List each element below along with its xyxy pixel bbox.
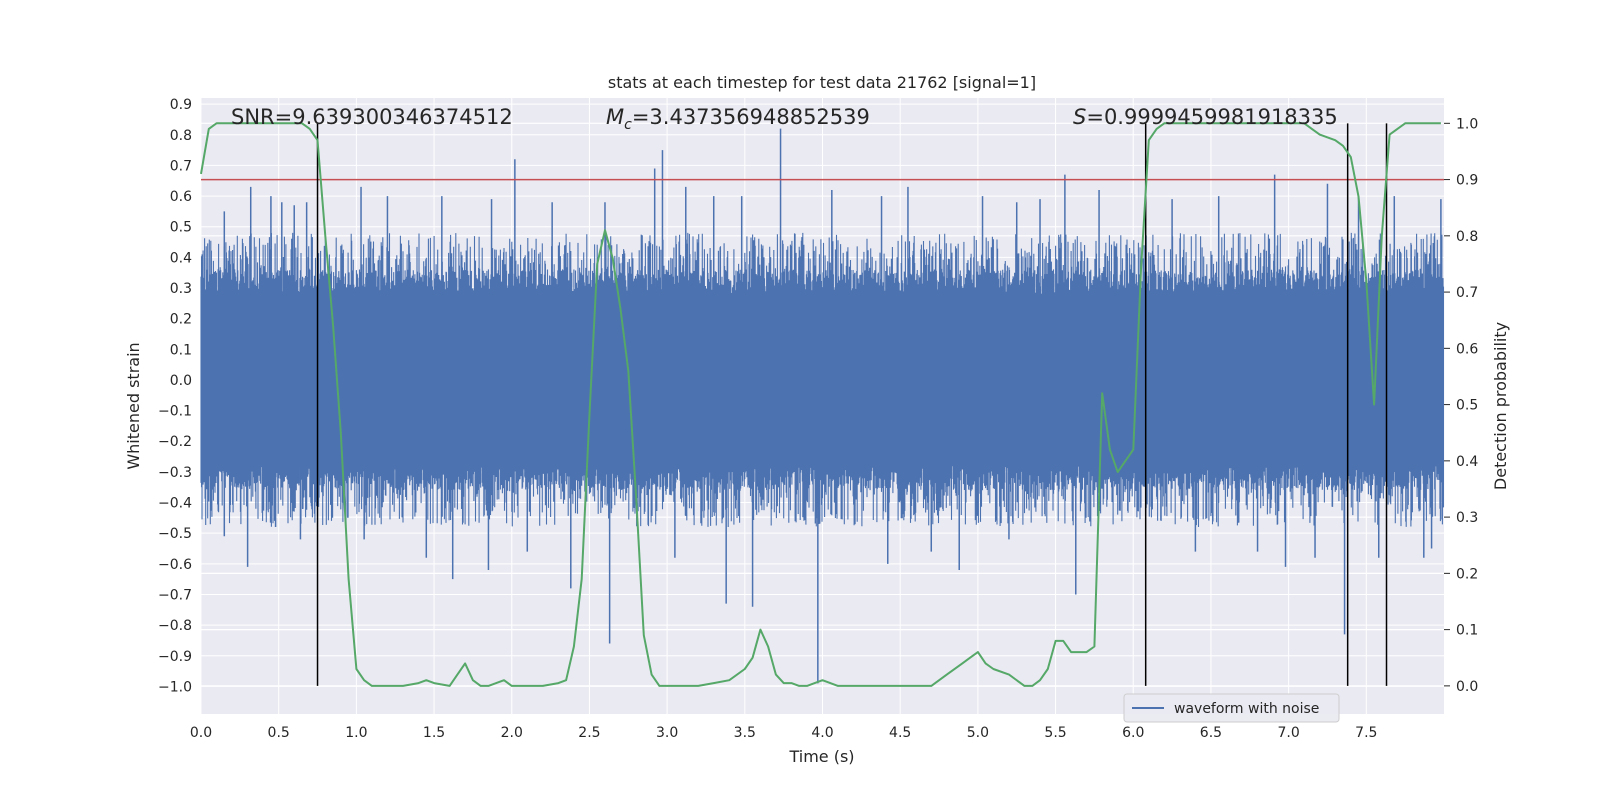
y2-tick-label: 0.1 bbox=[1456, 623, 1478, 639]
x-tick-label: 0.0 bbox=[190, 725, 212, 741]
y-tick-label: 0.6 bbox=[170, 189, 192, 205]
chart-title: stats at each timestep for test data 217… bbox=[608, 73, 1036, 92]
x-tick-label: 4.5 bbox=[889, 725, 911, 741]
y2-tick-label: 0.3 bbox=[1456, 510, 1478, 526]
y2-tick-label: 0.4 bbox=[1456, 454, 1478, 470]
y-tick-label: −0.2 bbox=[158, 434, 192, 450]
probability-series bbox=[200, 122, 1441, 687]
x-tick-label: 7.5 bbox=[1355, 725, 1377, 741]
y-tick-label: −0.9 bbox=[158, 649, 192, 665]
y2-tick-label: 1.0 bbox=[1456, 116, 1478, 132]
snr-annotation: SNR=9.639300346374512 bbox=[231, 105, 513, 129]
y-tick-label: 0.8 bbox=[170, 128, 192, 144]
y-tick-label: −0.6 bbox=[158, 557, 192, 573]
x-tick-label: 1.0 bbox=[345, 725, 367, 741]
waveform-core bbox=[201, 294, 1444, 466]
y-tick-label: −0.1 bbox=[158, 404, 192, 420]
vertical-marker-lines bbox=[316, 123, 1388, 686]
chirp-mass-annotation: Mc=3.437356948852539 bbox=[606, 105, 870, 133]
x-tick-label: 7.0 bbox=[1277, 725, 1299, 741]
x-tick-label: 3.5 bbox=[734, 725, 756, 741]
y2-tick-label: 0.9 bbox=[1456, 173, 1478, 189]
probability-line bbox=[200, 122, 1441, 687]
y-tick-label: 0.0 bbox=[170, 373, 192, 389]
s-value: =0.9999459981918335 bbox=[1086, 105, 1337, 129]
s-symbol: S bbox=[1073, 105, 1086, 129]
y2-tick-labels: 1.0 0.9 0.8 0.7 0.6 0.5 0.4 0.3 0.2 0.1 0.0 bbox=[1444, 116, 1478, 695]
y-tick-label: −0.3 bbox=[158, 465, 192, 481]
y-tick-label: −0.8 bbox=[158, 618, 192, 634]
x-tick-label: 3.0 bbox=[656, 725, 678, 741]
x-tick-label: 0.5 bbox=[268, 725, 290, 741]
x-tick-label: 2.0 bbox=[501, 725, 523, 741]
chirp-mass-subscript: c bbox=[624, 117, 632, 133]
waveform-series bbox=[200, 128, 1445, 684]
x-tick-label: 1.5 bbox=[423, 725, 445, 741]
x-tick-label: 6.0 bbox=[1122, 725, 1144, 741]
y-tick-label: 0.1 bbox=[170, 342, 192, 358]
y2-tick-label: 0.0 bbox=[1456, 679, 1478, 695]
x-tick-label: 5.5 bbox=[1044, 725, 1066, 741]
chirp-mass-value: =3.437356948852539 bbox=[632, 105, 870, 129]
y-tick-label: 0.9 bbox=[170, 97, 192, 113]
y-axis-label: Whitened strain bbox=[124, 342, 143, 469]
y-tick-label: −0.5 bbox=[158, 526, 192, 542]
y-tick-label: −0.7 bbox=[158, 587, 192, 603]
y-tick-label: 0.5 bbox=[170, 220, 192, 236]
y-tick-label: 0.3 bbox=[170, 281, 192, 297]
y2-tick-label: 0.8 bbox=[1456, 229, 1478, 245]
y2-axis-label: Detection probability bbox=[1491, 322, 1510, 490]
y-tick-label: 0.2 bbox=[170, 312, 192, 328]
s-annotation: S=0.9999459981918335 bbox=[1073, 105, 1338, 129]
y-tick-label: −1.0 bbox=[158, 679, 192, 695]
x-tick-label: 5.0 bbox=[967, 725, 989, 741]
x-tick-label: 2.5 bbox=[578, 725, 600, 741]
y2-tick-label: 0.5 bbox=[1456, 398, 1478, 414]
legend: waveform with noise bbox=[1123, 693, 1340, 723]
y2-tick-label: 0.7 bbox=[1456, 285, 1478, 301]
y-tick-label: 0.4 bbox=[170, 250, 192, 266]
legend-box bbox=[1123, 693, 1340, 723]
y-tick-label: −0.4 bbox=[158, 496, 192, 512]
x-tick-label: 6.5 bbox=[1200, 725, 1222, 741]
chirp-mass-symbol: M bbox=[606, 105, 624, 129]
y2-tick-label: 0.6 bbox=[1456, 341, 1478, 357]
x-tick-labels: 0.0 0.5 1.0 1.5 2.0 2.5 3.0 3.5 4.0 4.5 5.0 5.5 6.0 6… bbox=[190, 725, 1378, 741]
y-tick-labels: 0.9 0.8 0.7 0.6 0.5 0.4 0.3 0.2 0.1 0.0 −0.1 −0.2 −0… bbox=[158, 97, 192, 695]
y-tick-label: 0.7 bbox=[170, 158, 192, 174]
x-axis-label: Time (s) bbox=[788, 747, 854, 766]
legend-waveform-label: waveform with noise bbox=[1174, 701, 1319, 717]
x-tick-label: 4.0 bbox=[811, 725, 833, 741]
y2-tick-label: 0.2 bbox=[1456, 566, 1478, 582]
